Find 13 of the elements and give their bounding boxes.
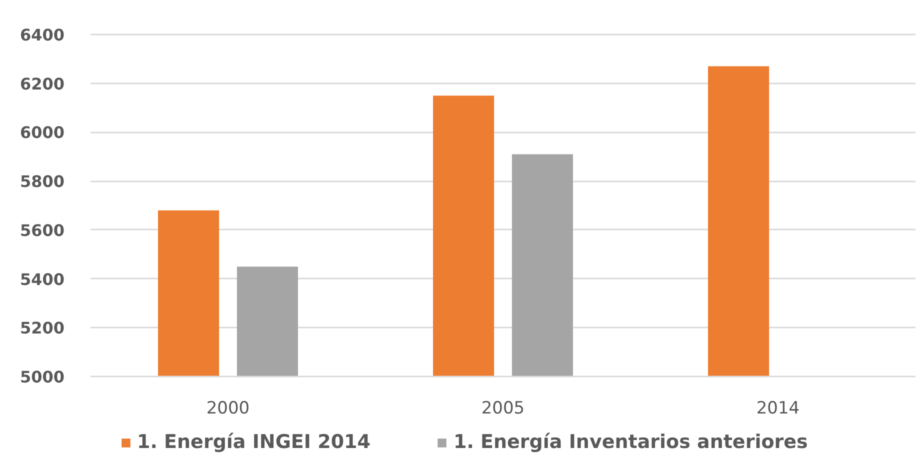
x-tick-label: 2000 xyxy=(206,398,250,418)
y-tick-label: 5400 xyxy=(20,270,64,289)
legend-label: 1. Energía INGEI 2014 xyxy=(137,431,370,453)
y-tick-label: 6000 xyxy=(20,123,64,142)
x-tick-label: 2014 xyxy=(756,398,800,418)
y-tick-label: 5200 xyxy=(20,318,64,338)
y-tick-label: 6400 xyxy=(20,26,64,44)
y-tick-label: 5000 xyxy=(20,368,64,386)
y-tick-label: 5600 xyxy=(20,220,64,240)
x-tick-label: 2005 xyxy=(481,398,525,418)
legend-label: 1. Energía Inventarios anteriores xyxy=(453,431,808,453)
y-tick-label: 6200 xyxy=(20,74,64,94)
y-tick-label: 5800 xyxy=(20,172,64,192)
